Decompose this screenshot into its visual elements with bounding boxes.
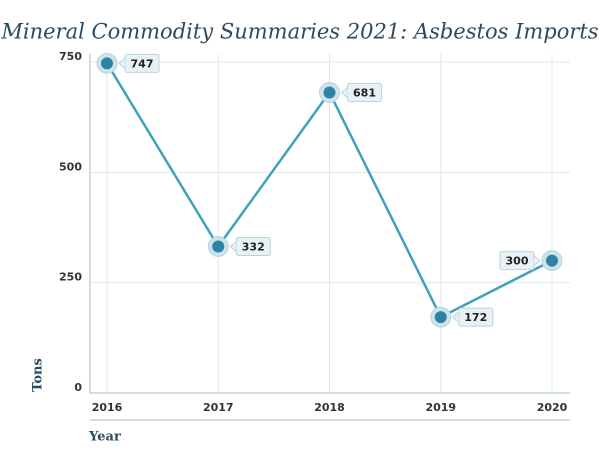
- value-label: 172: [464, 311, 487, 324]
- marker: [434, 311, 447, 324]
- label-pointer: [229, 241, 237, 252]
- value-label: 747: [131, 57, 154, 70]
- value-label: 300: [506, 255, 529, 268]
- label-pointer: [340, 87, 348, 98]
- y-tick-label: 250: [59, 271, 82, 284]
- label-pointer: [533, 255, 541, 266]
- x-tick-label: 2020: [537, 401, 568, 414]
- x-tick-label: 2018: [314, 401, 345, 414]
- label-pointer: [118, 57, 126, 69]
- x-tick-label: 2016: [92, 401, 123, 414]
- x-axis-title: Year: [88, 430, 121, 445]
- x-tick-label: 2019: [425, 401, 456, 414]
- y-axis-title: Tons: [31, 358, 46, 392]
- y-tick-label: 0: [74, 381, 82, 394]
- value-label: 681: [353, 86, 376, 99]
- marker: [323, 86, 336, 99]
- y-tick-label: 500: [59, 160, 82, 173]
- x-tick-label: 2017: [203, 401, 234, 414]
- label-pointer: [451, 311, 460, 323]
- value-label: 332: [242, 240, 265, 253]
- marker: [101, 57, 113, 70]
- chart-title: Mineral Commodity Summaries 2021: Asbest…: [0, 20, 598, 44]
- marker: [212, 240, 225, 253]
- y-tick-label: 750: [59, 50, 82, 63]
- marker: [546, 254, 558, 267]
